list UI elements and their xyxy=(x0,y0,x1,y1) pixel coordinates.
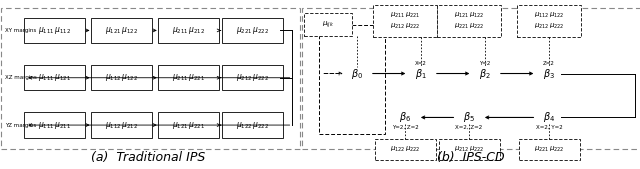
Text: $\mu_{112}\,\mu_{122}$
$\mu_{212}\,\mu_{222}$: $\mu_{112}\,\mu_{122}$ $\mu_{212}\,\mu_{… xyxy=(534,11,564,31)
Text: $\mu_{112}\,\mu_{122}$: $\mu_{112}\,\mu_{122}$ xyxy=(105,72,138,83)
FancyBboxPatch shape xyxy=(24,65,85,90)
Text: $\mu_{122}\,\mu_{222}$: $\mu_{122}\,\mu_{222}$ xyxy=(236,119,269,131)
FancyBboxPatch shape xyxy=(223,65,283,90)
Text: $\mu_{ijk}$: $\mu_{ijk}$ xyxy=(322,19,335,30)
FancyBboxPatch shape xyxy=(305,13,352,36)
Text: (b)  IPS-CD: (b) IPS-CD xyxy=(436,151,504,164)
FancyBboxPatch shape xyxy=(375,139,435,160)
Text: $\mu_{211}\,\mu_{221}$
$\mu_{212}\,\mu_{222}$: $\mu_{211}\,\mu_{221}$ $\mu_{212}\,\mu_{… xyxy=(390,11,420,31)
Text: $\mu_{212}\,\mu_{222}$: $\mu_{212}\,\mu_{222}$ xyxy=(236,72,269,83)
Text: $\mu_{122}\,\mu_{222}$: $\mu_{122}\,\mu_{222}$ xyxy=(390,145,420,154)
Text: YZ margins: YZ margins xyxy=(5,123,36,128)
FancyBboxPatch shape xyxy=(437,5,501,37)
Text: X=2: X=2 xyxy=(415,61,427,66)
FancyBboxPatch shape xyxy=(223,112,283,138)
Text: XZ margins: XZ margins xyxy=(5,75,37,80)
Text: Y=2: Y=2 xyxy=(479,61,491,66)
Text: $\mu_{221}\,\mu_{222}$: $\mu_{221}\,\mu_{222}$ xyxy=(236,25,269,36)
Text: (a)  Traditional IPS: (a) Traditional IPS xyxy=(92,151,205,164)
Text: $\mu_{212}\,\mu_{222}$: $\mu_{212}\,\mu_{222}$ xyxy=(454,145,484,154)
Text: X=2, Z=2: X=2, Z=2 xyxy=(456,125,483,130)
Text: $\mu_{111}\,\mu_{121}$: $\mu_{111}\,\mu_{121}$ xyxy=(38,72,71,83)
FancyBboxPatch shape xyxy=(24,18,85,43)
Text: $\beta_0$: $\beta_0$ xyxy=(351,67,363,80)
Text: $\beta_2$: $\beta_2$ xyxy=(479,67,491,80)
Text: $\beta_5$: $\beta_5$ xyxy=(463,111,475,124)
FancyBboxPatch shape xyxy=(373,5,437,37)
Text: $\beta_6$: $\beta_6$ xyxy=(399,111,411,124)
Text: XY margins: XY margins xyxy=(5,28,36,33)
FancyBboxPatch shape xyxy=(159,18,219,43)
FancyBboxPatch shape xyxy=(159,65,219,90)
Text: $\beta_4$: $\beta_4$ xyxy=(543,111,556,124)
FancyBboxPatch shape xyxy=(159,112,219,138)
Text: $\mu_{112}\,\mu_{212}$: $\mu_{112}\,\mu_{212}$ xyxy=(105,119,138,131)
FancyBboxPatch shape xyxy=(439,139,499,160)
Text: $\mu_{211}\,\mu_{212}$: $\mu_{211}\,\mu_{212}$ xyxy=(172,25,205,36)
Text: X=2, Y=2: X=2, Y=2 xyxy=(536,125,563,130)
Text: $\mu_{211}\,\mu_{221}$: $\mu_{211}\,\mu_{221}$ xyxy=(172,72,205,83)
Text: $\mu_{221}\,\mu_{222}$: $\mu_{221}\,\mu_{222}$ xyxy=(534,145,564,154)
Text: $\mu_{121}\,\mu_{122}$: $\mu_{121}\,\mu_{122}$ xyxy=(105,25,138,36)
FancyBboxPatch shape xyxy=(91,112,152,138)
FancyBboxPatch shape xyxy=(517,5,581,37)
FancyBboxPatch shape xyxy=(223,18,283,43)
Text: $\mu_{121}\,\mu_{221}$: $\mu_{121}\,\mu_{221}$ xyxy=(172,119,205,131)
Text: $\beta_1$: $\beta_1$ xyxy=(415,67,427,80)
Text: $\beta_3$: $\beta_3$ xyxy=(543,67,555,80)
Text: $\mu_{121}\,\mu_{122}$
$\mu_{221}\,\mu_{222}$: $\mu_{121}\,\mu_{122}$ $\mu_{221}\,\mu_{… xyxy=(454,11,484,31)
FancyBboxPatch shape xyxy=(24,112,85,138)
FancyBboxPatch shape xyxy=(91,65,152,90)
FancyBboxPatch shape xyxy=(91,18,152,43)
Text: $\mu_{111}\,\mu_{112}$: $\mu_{111}\,\mu_{112}$ xyxy=(38,25,71,36)
FancyBboxPatch shape xyxy=(519,139,580,160)
Text: Z=2: Z=2 xyxy=(543,61,555,66)
Text: $\mu_{111}\,\mu_{211}$: $\mu_{111}\,\mu_{211}$ xyxy=(38,119,71,131)
Text: Y=2, Z=2: Y=2, Z=2 xyxy=(392,125,419,130)
